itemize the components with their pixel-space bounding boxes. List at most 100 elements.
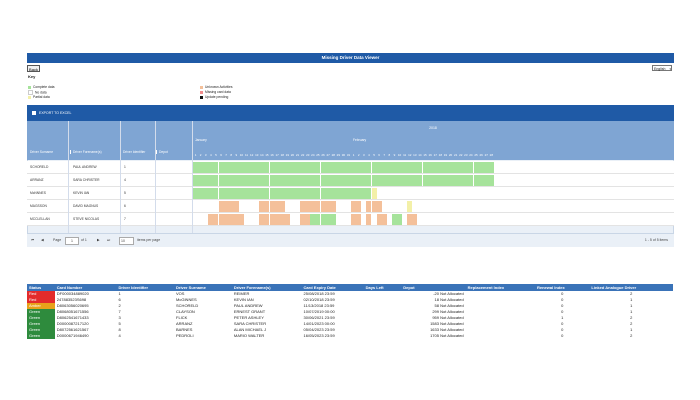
day-cell[interactable]	[407, 214, 413, 225]
day-cell[interactable]	[218, 214, 224, 225]
day-cell[interactable]	[274, 214, 280, 225]
day-cell[interactable]	[483, 201, 489, 212]
day-cell[interactable]	[193, 214, 199, 225]
day-cell[interactable]	[371, 175, 377, 186]
day-cell[interactable]	[340, 175, 346, 186]
day-cell[interactable]	[351, 201, 357, 212]
day-cell[interactable]	[453, 162, 459, 173]
day-cell[interactable]	[223, 188, 229, 199]
day-cell[interactable]	[458, 175, 464, 186]
day-cell[interactable]	[427, 214, 433, 225]
day-cell[interactable]	[412, 214, 418, 225]
day-cell[interactable]	[233, 175, 239, 186]
day-cell[interactable]	[320, 162, 326, 173]
day-cell[interactable]	[223, 175, 229, 186]
day-cell[interactable]	[284, 162, 290, 173]
day-cell[interactable]	[340, 214, 346, 225]
day-cell[interactable]	[198, 201, 204, 212]
day-cell[interactable]	[483, 175, 489, 186]
day-cell[interactable]	[366, 201, 372, 212]
day-cell[interactable]	[422, 162, 428, 173]
day-cell[interactable]	[463, 214, 469, 225]
day-cell[interactable]	[427, 201, 433, 212]
day-cell[interactable]	[259, 201, 265, 212]
day-cell[interactable]	[274, 201, 280, 212]
day-cell[interactable]	[218, 162, 224, 173]
day-cell[interactable]	[264, 214, 270, 225]
day-cell[interactable]	[223, 162, 229, 173]
day-cell[interactable]	[463, 201, 469, 212]
day-cell[interactable]	[305, 175, 311, 186]
day-cell[interactable]	[244, 214, 250, 225]
day-cell[interactable]	[473, 175, 479, 186]
day-cell[interactable]	[340, 201, 346, 212]
day-cell[interactable]	[193, 201, 199, 212]
day-cell[interactable]	[448, 214, 454, 225]
day-cell[interactable]	[463, 188, 469, 199]
day-cell[interactable]	[356, 175, 362, 186]
day-cell[interactable]	[402, 188, 408, 199]
day-cell[interactable]	[483, 188, 489, 199]
day-cell[interactable]	[386, 162, 392, 173]
day-cell[interactable]	[284, 188, 290, 199]
day-cell[interactable]	[478, 162, 484, 173]
day-cell[interactable]	[346, 214, 352, 225]
day-cell[interactable]	[488, 214, 494, 225]
day-cell[interactable]	[483, 162, 489, 173]
day-cell[interactable]	[259, 175, 265, 186]
day-cell[interactable]	[391, 214, 397, 225]
day-cell[interactable]	[351, 175, 357, 186]
day-cell[interactable]	[238, 175, 244, 186]
day-cell[interactable]	[264, 188, 270, 199]
day-cell[interactable]	[264, 162, 270, 173]
last-page-icon[interactable]: ⏭	[107, 238, 111, 242]
day-cell[interactable]	[325, 162, 331, 173]
day-cell[interactable]	[203, 188, 209, 199]
day-cell[interactable]	[320, 188, 326, 199]
day-cell[interactable]	[407, 188, 413, 199]
day-cell[interactable]	[305, 214, 311, 225]
day-cell[interactable]	[325, 201, 331, 212]
day-cell[interactable]	[402, 175, 408, 186]
day-cell[interactable]	[376, 175, 382, 186]
day-cell[interactable]	[223, 214, 229, 225]
day-cell[interactable]	[325, 188, 331, 199]
day-cell[interactable]	[254, 175, 260, 186]
day-cell[interactable]	[371, 201, 377, 212]
page-input[interactable]: 1	[65, 237, 79, 245]
day-cell[interactable]	[228, 201, 234, 212]
day-cell[interactable]	[442, 201, 448, 212]
day-cell[interactable]	[218, 201, 224, 212]
day-cell[interactable]	[213, 162, 219, 173]
day-cell[interactable]	[279, 162, 285, 173]
day-cell[interactable]	[233, 214, 239, 225]
next-page-icon[interactable]: ▶	[97, 238, 100, 242]
day-cell[interactable]	[305, 162, 311, 173]
day-cell[interactable]	[391, 188, 397, 199]
day-cell[interactable]	[284, 214, 290, 225]
day-cell[interactable]	[391, 201, 397, 212]
day-cell[interactable]	[208, 175, 214, 186]
day-cell[interactable]	[198, 175, 204, 186]
day-cell[interactable]	[203, 175, 209, 186]
day-cell[interactable]	[407, 201, 413, 212]
day-cell[interactable]	[330, 175, 336, 186]
day-cell[interactable]	[213, 175, 219, 186]
day-cell[interactable]	[300, 175, 306, 186]
day-cell[interactable]	[488, 175, 494, 186]
day-cell[interactable]	[453, 175, 459, 186]
day-cell[interactable]	[249, 188, 255, 199]
day-cell[interactable]	[279, 175, 285, 186]
day-cell[interactable]	[432, 214, 438, 225]
day-cell[interactable]	[453, 214, 459, 225]
day-cell[interactable]	[402, 214, 408, 225]
col-depot[interactable]: Depot	[156, 150, 168, 155]
day-cell[interactable]	[468, 214, 474, 225]
day-cell[interactable]	[448, 201, 454, 212]
day-cell[interactable]	[223, 201, 229, 212]
day-cell[interactable]	[203, 201, 209, 212]
day-cell[interactable]	[422, 214, 428, 225]
day-cell[interactable]	[351, 162, 357, 173]
day-cell[interactable]	[295, 175, 301, 186]
day-cell[interactable]	[422, 175, 428, 186]
